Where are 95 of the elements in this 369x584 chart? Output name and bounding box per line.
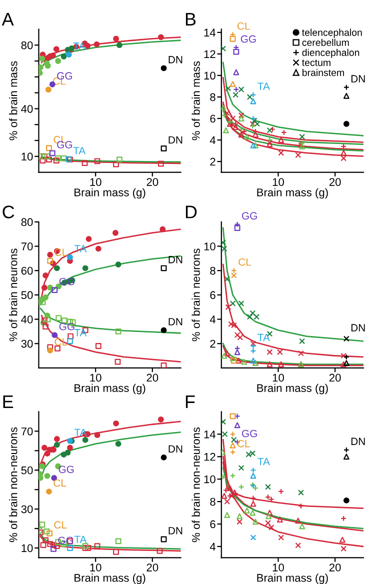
- series-label: TA: [73, 147, 86, 154]
- y-tick-label: 2: [210, 340, 216, 348]
- y-tick-label: 6: [210, 520, 216, 528]
- series-label: CL: [54, 248, 68, 256]
- x-tick-label: 10: [90, 374, 102, 382]
- y-tick-label: 40: [21, 104, 33, 113]
- y-tick-label: 6: [210, 291, 216, 300]
- x-tick-label: 20: [146, 178, 158, 186]
- legend-label: diencephalon: [302, 48, 360, 58]
- y-tick-label: 8: [210, 266, 216, 275]
- chart-title: C: [2, 206, 14, 218]
- series-label: TA: [74, 536, 87, 544]
- annotation: DN: [351, 75, 365, 82]
- x-tick-label: 20: [329, 374, 341, 382]
- x-tick-label: 10: [272, 374, 284, 382]
- series-label: DN: [168, 256, 182, 264]
- legend-label: cerebellum: [302, 38, 349, 46]
- y-tick-label: 80: [21, 218, 33, 226]
- y-axis-title: % of brain mass: [192, 61, 200, 140]
- series-label: CL: [54, 479, 66, 487]
- series-label: DN: [168, 136, 182, 144]
- annotation: DN: [351, 438, 365, 445]
- legend-label: telencephalon: [302, 28, 362, 38]
- x-axis-title: Brain mass (g): [257, 188, 328, 199]
- x-tick-label: 10: [272, 178, 284, 186]
- y-tick-label: 70: [21, 427, 33, 436]
- series-label: GG: [57, 72, 72, 80]
- chart-title: B: [186, 13, 196, 26]
- y-tick-label: 10: [204, 242, 216, 250]
- series-label: CL: [237, 440, 250, 448]
- series-label: GG: [242, 430, 257, 438]
- x-tick-label: 10: [90, 178, 102, 186]
- annotation: TA: [258, 82, 270, 90]
- y-axis-title: % of brain neurons: [9, 248, 18, 342]
- series-label: GG: [242, 212, 257, 220]
- y-tick-label: 10: [22, 152, 33, 161]
- y-axis-title: % of brain neurons: [192, 248, 200, 342]
- x-axis-title: Brain mass (g): [74, 574, 146, 584]
- y-tick-label: 4: [210, 136, 216, 144]
- series-label: DN: [168, 527, 182, 534]
- y-tick-label: 6: [210, 114, 216, 123]
- x-tick-label: 20: [146, 374, 158, 382]
- y-tick-label: 80: [21, 41, 33, 50]
- y-tick-label: 14: [204, 28, 216, 36]
- y-tick-label: 30: [21, 340, 33, 348]
- y-tick-label: 10: [204, 475, 216, 484]
- y-axis-title: % of brain mass: [9, 61, 18, 140]
- series-label: TA: [74, 428, 87, 436]
- legend-label: brainstem: [302, 68, 344, 76]
- x-tick-label: 20: [329, 564, 341, 572]
- y-tick-label: 70: [21, 242, 33, 250]
- y-tick-label: 10: [22, 544, 33, 552]
- series-label: TA: [258, 458, 270, 466]
- annotation: DN: [351, 324, 365, 332]
- chart-title: A: [2, 13, 14, 26]
- y-tick-label: 50: [21, 466, 33, 474]
- x-axis-title: Brain mass (g): [74, 384, 146, 394]
- y-axis-title: % of brain non-neurons: [9, 427, 18, 542]
- annotation: GG: [240, 35, 256, 43]
- annotation: CL: [237, 22, 250, 30]
- y-tick-label: 8: [210, 93, 216, 102]
- y-tick-label: 2: [210, 158, 216, 166]
- y-tick-label: 40: [21, 316, 33, 324]
- x-axis-title: Brain mass (g): [257, 384, 328, 394]
- x-axis-title: Brain mass (g): [257, 574, 328, 584]
- y-tick-label: 10: [204, 72, 216, 80]
- legend-label: tectum: [302, 60, 330, 66]
- series-label: TA: [258, 334, 270, 342]
- x-tick-label: 20: [329, 178, 341, 186]
- series-label: CL: [54, 521, 67, 529]
- y-axis-title: % of brain non-neurons: [192, 427, 200, 542]
- series-label: GG: [59, 322, 74, 330]
- y-tick-label: 60: [21, 266, 33, 275]
- x-axis-title: Brain mass (g): [74, 188, 146, 199]
- chart-title: D: [186, 206, 197, 218]
- y-tick-label: 30: [21, 505, 33, 514]
- x-tick-label: 10: [90, 564, 102, 572]
- y-tick-label: 8: [210, 498, 216, 506]
- series-label: CL: [238, 258, 252, 266]
- y-tick-label: 12: [204, 50, 216, 58]
- x-tick-label: 10: [272, 564, 284, 572]
- series-label: DN: [168, 318, 182, 326]
- series-label: DN: [168, 56, 182, 64]
- y-tick-label: 14: [204, 430, 216, 438]
- y-tick-label: 4: [210, 542, 216, 551]
- series-label: GG: [57, 140, 72, 148]
- x-tick-label: 20: [146, 564, 158, 572]
- y-tick-label: 12: [204, 452, 216, 461]
- y-tick-label: 4: [210, 316, 216, 324]
- chart-title: E: [3, 396, 14, 408]
- chart-title: F: [186, 396, 195, 408]
- y-tick-label: 50: [21, 291, 33, 300]
- series-label: TA: [74, 329, 87, 336]
- series-label: DN: [168, 445, 182, 453]
- series-label: GG: [58, 466, 74, 474]
